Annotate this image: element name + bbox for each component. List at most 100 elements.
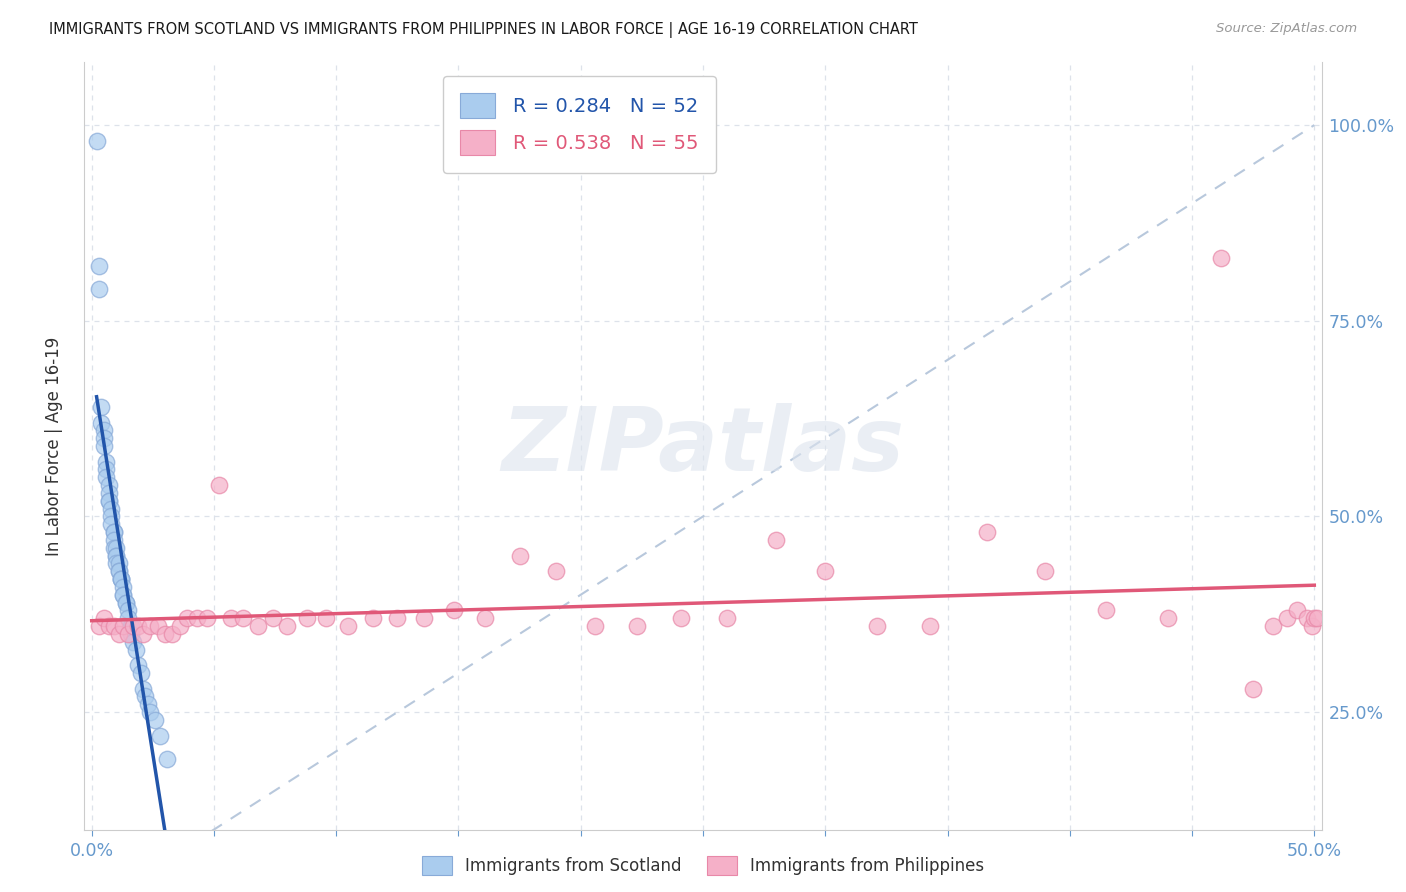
Point	[117, 627, 139, 641]
Point	[546, 564, 568, 578]
Point	[920, 619, 942, 633]
Point	[105, 549, 128, 563]
Point	[1033, 564, 1056, 578]
Point	[103, 619, 125, 633]
Point	[176, 611, 198, 625]
Point	[814, 564, 837, 578]
Point	[413, 611, 436, 625]
Legend: Immigrants from Scotland, Immigrants from Philippines: Immigrants from Scotland, Immigrants fro…	[413, 847, 993, 884]
Point	[276, 619, 298, 633]
Point	[86, 134, 108, 148]
Text: ZIPat​las: ZIPat​las	[502, 402, 904, 490]
Point	[105, 549, 128, 563]
Point	[337, 619, 360, 633]
Point	[262, 611, 284, 625]
Point	[186, 611, 208, 625]
Point	[100, 517, 122, 532]
Point	[122, 619, 145, 633]
Y-axis label: In Labor Force | Age 16-19: In Labor Force | Age 16-19	[45, 336, 63, 556]
Point	[105, 541, 128, 555]
Point	[1303, 611, 1326, 625]
Point	[361, 611, 384, 625]
Point	[90, 400, 112, 414]
Point	[134, 690, 156, 704]
Point	[219, 611, 242, 625]
Point	[1241, 681, 1264, 696]
Point	[93, 439, 115, 453]
Point	[129, 665, 152, 680]
Point	[716, 611, 738, 625]
Point	[110, 572, 132, 586]
Point	[132, 681, 155, 696]
Point	[97, 478, 120, 492]
Point	[1095, 603, 1118, 617]
Point	[125, 642, 148, 657]
Point	[103, 525, 125, 540]
Point	[120, 619, 142, 633]
Point	[208, 478, 231, 492]
Point	[97, 493, 120, 508]
Point	[626, 619, 648, 633]
Point	[976, 525, 998, 540]
Point	[87, 619, 110, 633]
Point	[143, 713, 166, 727]
Point	[117, 611, 139, 625]
Point	[162, 627, 184, 641]
Point	[87, 259, 110, 273]
Point	[96, 470, 118, 484]
Point	[110, 572, 132, 586]
Point	[103, 533, 125, 547]
Point	[112, 588, 135, 602]
Point	[146, 619, 169, 633]
Point	[139, 619, 162, 633]
Point	[110, 572, 132, 586]
Point	[122, 634, 145, 648]
Point	[153, 627, 176, 641]
Point	[156, 752, 179, 766]
Point	[105, 557, 128, 571]
Point	[1211, 251, 1233, 265]
Point	[112, 588, 135, 602]
Point	[97, 493, 120, 508]
Point	[474, 611, 496, 625]
Point	[295, 611, 318, 625]
Point	[100, 501, 122, 516]
Point	[100, 509, 122, 524]
Point	[127, 619, 149, 633]
Point	[387, 611, 409, 625]
Point	[120, 627, 142, 641]
Point	[1156, 611, 1178, 625]
Point	[246, 619, 269, 633]
Point	[93, 431, 115, 445]
Point	[87, 282, 110, 296]
Text: IMMIGRANTS FROM SCOTLAND VS IMMIGRANTS FROM PHILIPPINES IN LABOR FORCE | AGE 16-: IMMIGRANTS FROM SCOTLAND VS IMMIGRANTS F…	[49, 22, 918, 38]
Point	[97, 619, 120, 633]
Point	[139, 705, 162, 719]
Point	[112, 619, 135, 633]
Point	[1306, 611, 1329, 625]
Point	[132, 627, 155, 641]
Point	[315, 611, 337, 625]
Point	[107, 557, 129, 571]
Point	[97, 486, 120, 500]
Point	[136, 698, 159, 712]
Point	[117, 603, 139, 617]
Point	[1277, 611, 1299, 625]
Text: Source: ZipAtlas.com: Source: ZipAtlas.com	[1216, 22, 1357, 36]
Point	[103, 525, 125, 540]
Point	[865, 619, 887, 633]
Point	[1261, 619, 1284, 633]
Point	[107, 564, 129, 578]
Point	[115, 596, 138, 610]
Point	[112, 580, 135, 594]
Point	[93, 611, 115, 625]
Legend: R = 0.284   N = 52, R = 0.538   N = 55: R = 0.284 N = 52, R = 0.538 N = 55	[443, 76, 716, 173]
Point	[90, 416, 112, 430]
Point	[169, 619, 191, 633]
Point	[509, 549, 531, 563]
Point	[1286, 603, 1309, 617]
Point	[96, 455, 118, 469]
Point	[232, 611, 254, 625]
Point	[1301, 619, 1323, 633]
Point	[669, 611, 692, 625]
